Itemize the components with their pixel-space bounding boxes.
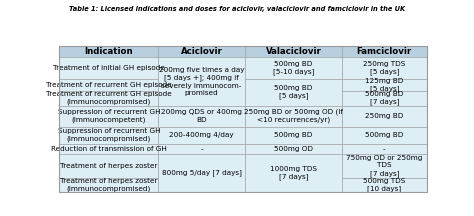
Text: 1000mg TDS
[7 days]: 1000mg TDS [7 days] [270, 166, 317, 180]
Bar [158, 106, 245, 127]
Bar [158, 46, 245, 57]
Bar [158, 154, 245, 192]
Bar [59, 91, 158, 106]
Text: 250mg TDS
[5 days]: 250mg TDS [5 days] [363, 61, 406, 75]
Bar [245, 57, 342, 79]
Text: 125mg BD
[5 days]: 125mg BD [5 days] [365, 78, 403, 92]
Bar [158, 127, 245, 144]
Text: Treatment of initial GH episode: Treatment of initial GH episode [53, 65, 165, 71]
Text: Famciclovir: Famciclovir [357, 47, 412, 56]
Bar [342, 79, 427, 91]
Bar [59, 79, 158, 91]
Text: -: - [383, 146, 386, 152]
Text: Treatment of herpes zoster: Treatment of herpes zoster [60, 163, 157, 169]
Text: 500mg TDS
[10 days]: 500mg TDS [10 days] [363, 178, 406, 192]
Text: 200-400mg 4/day: 200-400mg 4/day [169, 132, 234, 138]
Text: 500mg BD
[5 days]: 500mg BD [5 days] [274, 85, 313, 99]
Bar [245, 127, 342, 144]
Bar [245, 154, 342, 192]
Text: Aciclovir: Aciclovir [181, 47, 222, 56]
Text: 200mg five times a day
[5 days +]; 400mg if
severely immunocom-
promised: 200mg five times a day [5 days +]; 400mg… [159, 67, 245, 96]
Text: 250mg BD or 500mg OD (if
<10 recurrences/yr): 250mg BD or 500mg OD (if <10 recurrences… [244, 109, 343, 123]
Text: Suppression of recurrent GH
(immunocompetent): Suppression of recurrent GH (immunocompe… [57, 109, 160, 123]
Bar [342, 57, 427, 79]
Bar [342, 106, 427, 127]
Bar [59, 144, 158, 154]
Bar [342, 46, 427, 57]
Bar [245, 79, 342, 106]
Text: 500mg BD: 500mg BD [274, 132, 313, 138]
Text: 200mg QDS or 400mg
BD: 200mg QDS or 400mg BD [161, 110, 242, 123]
Bar [158, 57, 245, 106]
Bar [342, 127, 427, 144]
Text: 250mg BD: 250mg BD [365, 113, 403, 119]
Text: Indication: Indication [84, 47, 133, 56]
Text: -: - [201, 146, 203, 152]
Bar [342, 144, 427, 154]
Text: Treatment of recurrent GH episode: Treatment of recurrent GH episode [46, 82, 172, 88]
Text: Table 1: Licensed indications and doses for aciclovir, valaciclovir and famciclo: Table 1: Licensed indications and doses … [69, 5, 405, 11]
Text: Treatment of herpes zoster
(immunocompromised): Treatment of herpes zoster (immunocompro… [60, 178, 157, 192]
Text: Valaciclovir: Valaciclovir [265, 47, 321, 56]
Bar [342, 91, 427, 106]
Text: Suppression of recurrent GH
(immunocompromised): Suppression of recurrent GH (immunocompr… [57, 129, 160, 142]
Text: 500mg BD
[5-10 days]: 500mg BD [5-10 days] [273, 61, 314, 75]
Bar [59, 127, 158, 144]
Bar [59, 154, 158, 178]
Bar [59, 46, 427, 192]
Bar [342, 154, 427, 178]
Bar [59, 106, 158, 127]
Text: 500mg BD
[7 days]: 500mg BD [7 days] [365, 91, 403, 105]
Text: 800mg 5/day [7 days]: 800mg 5/day [7 days] [162, 170, 242, 176]
Bar [245, 144, 342, 154]
Text: 500mg BD: 500mg BD [365, 132, 403, 138]
Bar [59, 178, 158, 192]
Text: 750mg OD or 250mg
TDS
[7 days]: 750mg OD or 250mg TDS [7 days] [346, 155, 422, 177]
Bar [245, 46, 342, 57]
Bar [245, 106, 342, 127]
Text: Treatment of recurrent GH episode
(immunocompromised): Treatment of recurrent GH episode (immun… [46, 91, 172, 105]
Bar [59, 57, 158, 79]
Text: 500mg OD: 500mg OD [274, 146, 313, 152]
Bar [59, 46, 158, 57]
Text: Reduction of transmission of GH: Reduction of transmission of GH [51, 146, 167, 152]
Bar [158, 144, 245, 154]
Bar [342, 178, 427, 192]
